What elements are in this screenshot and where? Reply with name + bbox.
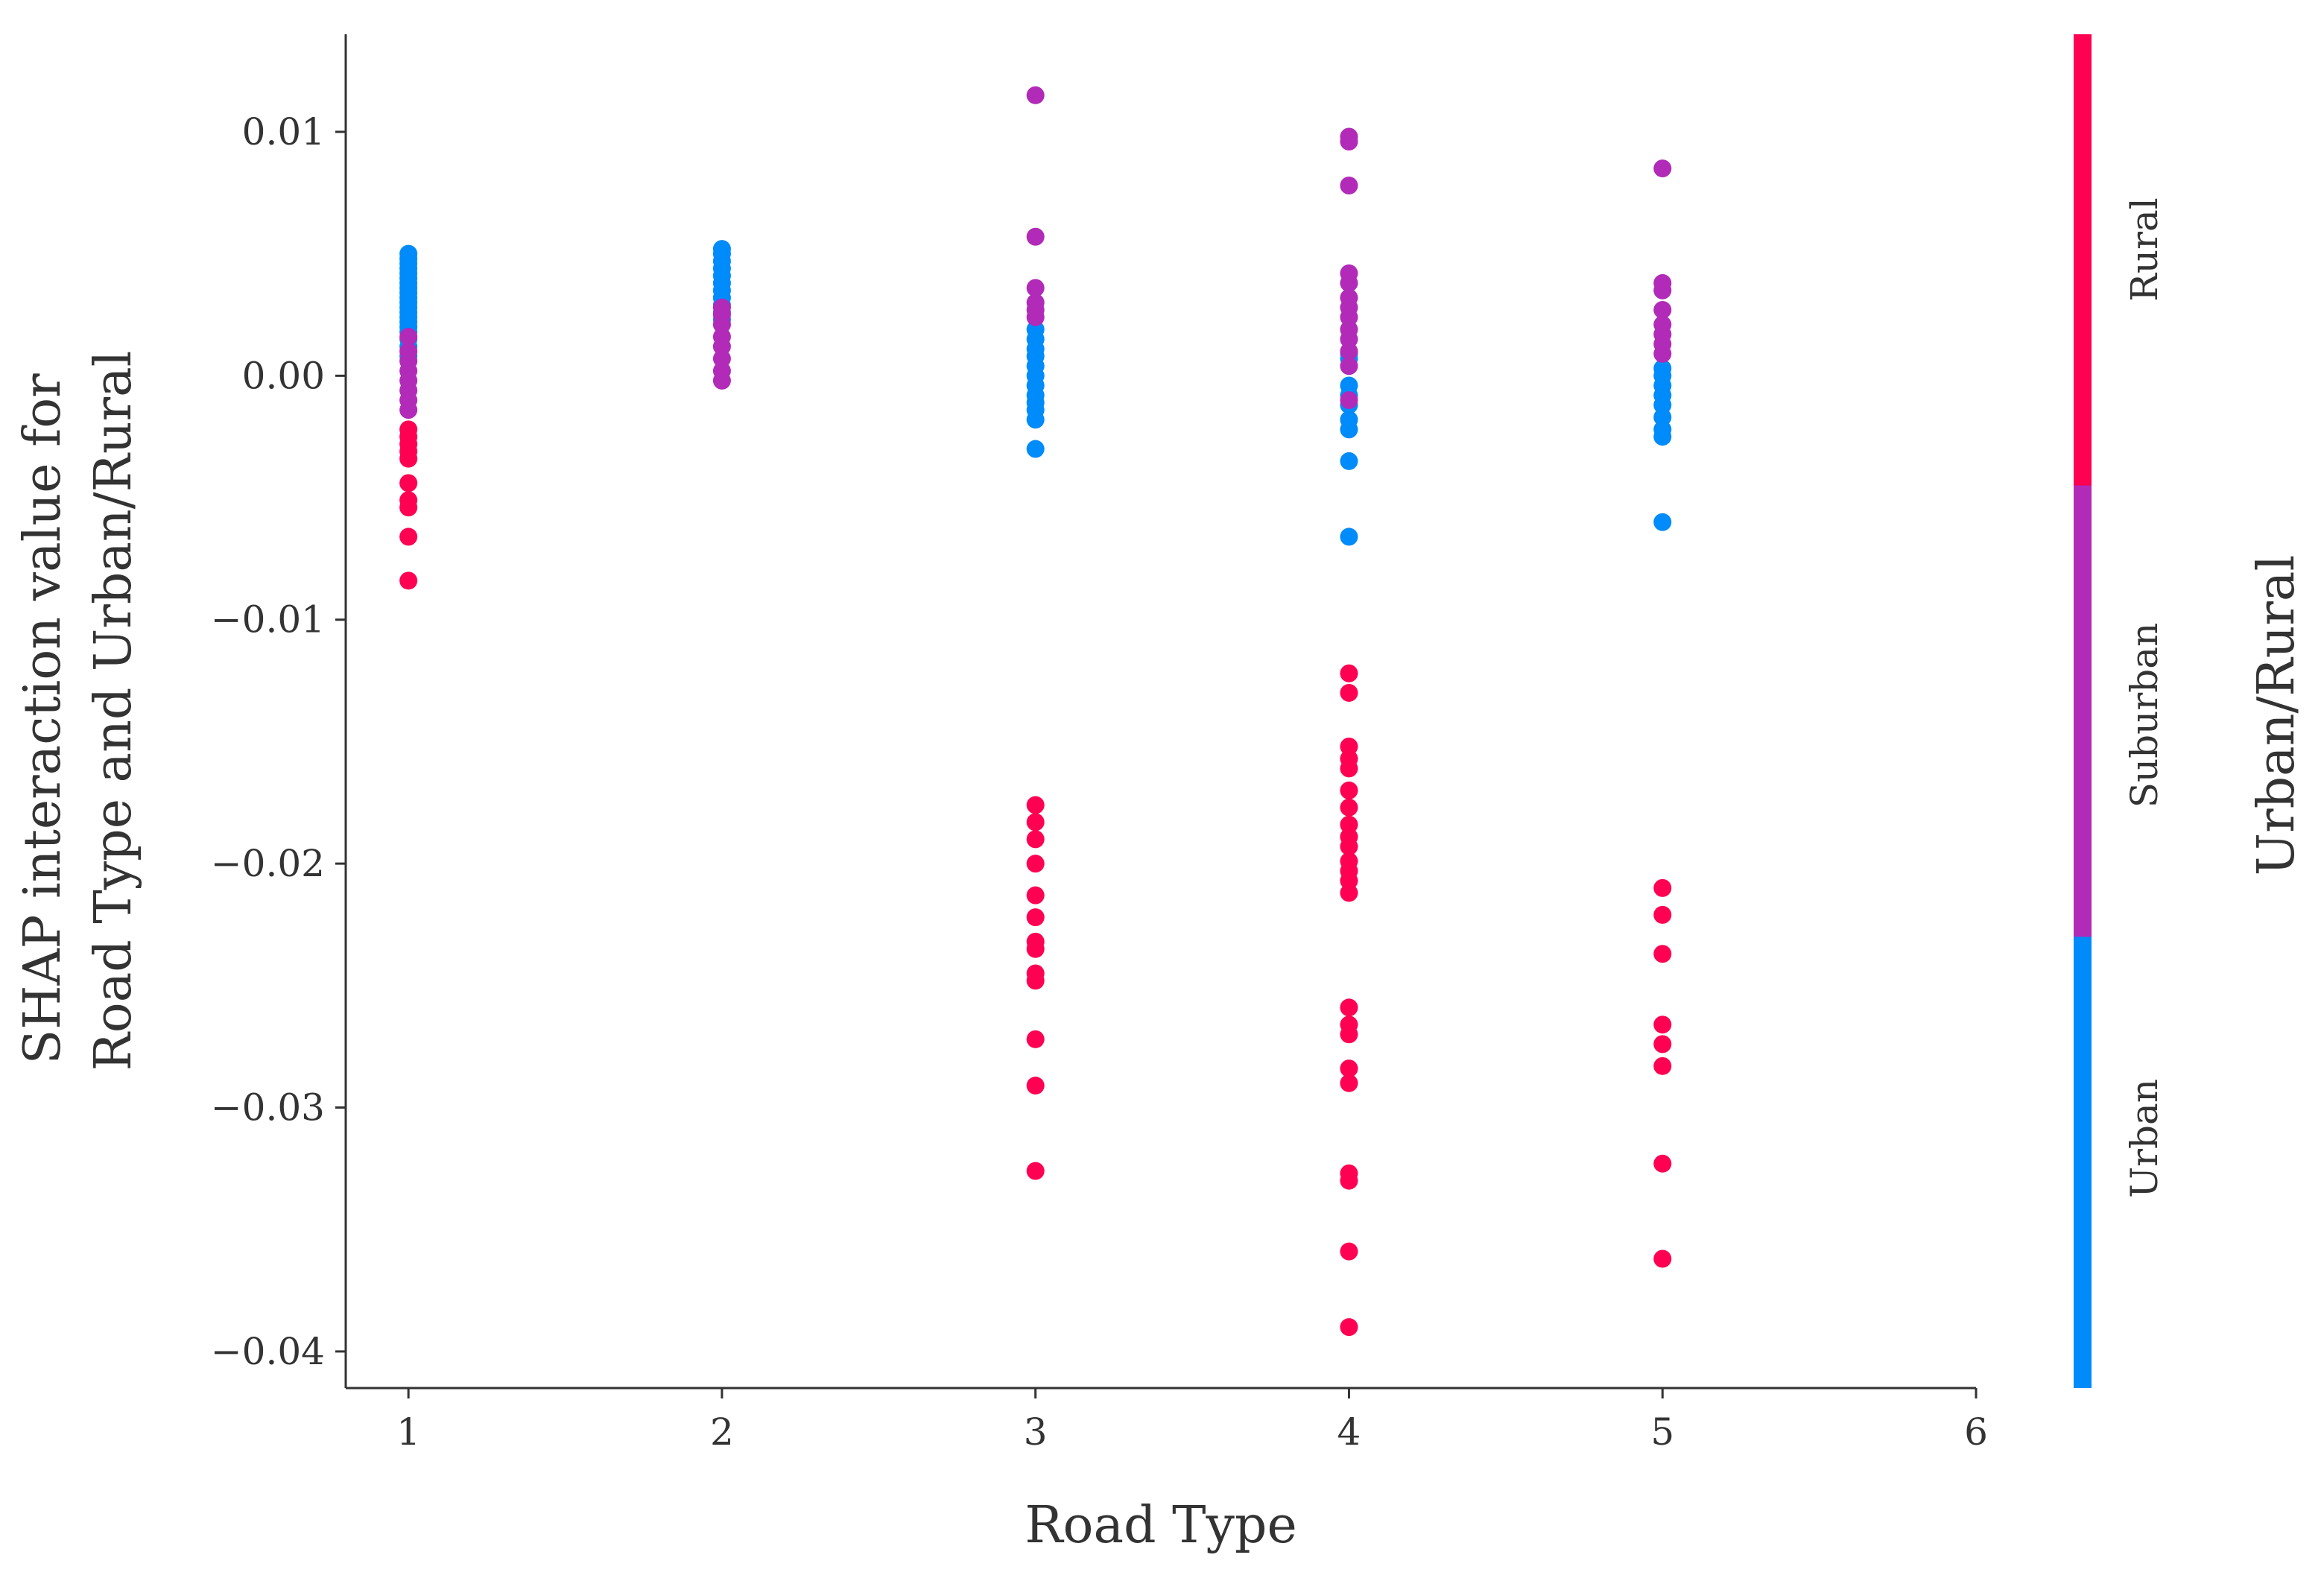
data-point-urban <box>1340 528 1358 546</box>
data-point-rural <box>1026 940 1045 958</box>
data-point-urban <box>1653 428 1672 446</box>
y-tick-label: 0.01 <box>242 110 325 153</box>
data-point-rural <box>1340 781 1358 799</box>
y-axis-title-line-2: Road Type and Urban/Rural <box>84 351 143 1071</box>
y-axis-title: SHAP interaction value for Road Type and… <box>13 351 143 1071</box>
data-point-rural <box>1340 884 1358 902</box>
svg-text:Rural: Rural <box>2123 197 2166 302</box>
data-point-suburban <box>1340 357 1358 376</box>
x-tick-label: 6 <box>1964 1410 1988 1454</box>
data-point-urban <box>1653 513 1672 531</box>
data-point-urban <box>1340 420 1358 439</box>
data-point-rural <box>1026 855 1045 873</box>
x-ticks: 1 2 3 4 5 6 <box>396 1388 1988 1454</box>
data-point-suburban <box>1026 279 1045 297</box>
data-point-rural <box>1340 683 1358 702</box>
data-point-suburban <box>1340 391 1358 410</box>
data-point-suburban <box>399 401 418 419</box>
data-point-rural <box>399 528 418 546</box>
data-point-rural <box>1026 830 1045 849</box>
data-point-rural <box>1340 1171 1358 1190</box>
data-point-rural <box>1340 837 1358 856</box>
data-point-suburban <box>1026 227 1045 246</box>
data-point-rural <box>399 449 418 468</box>
data-point-urban <box>1026 411 1045 429</box>
data-point-urban <box>1026 440 1045 458</box>
data-point-suburban <box>1340 342 1358 361</box>
x-tick-label: 2 <box>710 1410 734 1454</box>
data-point-rural <box>1026 796 1045 814</box>
colorbar-label-rural: Rural <box>2123 197 2166 302</box>
data-point-rural <box>1340 759 1358 778</box>
data-point-suburban <box>1340 133 1358 151</box>
y-tick-label: −0.03 <box>211 1086 325 1130</box>
data-point-suburban <box>1340 273 1358 292</box>
data-point-suburban <box>1653 300 1672 319</box>
data-point-rural <box>1653 1056 1672 1075</box>
data-point-rural <box>1653 1249 1672 1268</box>
data-point-suburban <box>1653 344 1672 363</box>
data-point-rural <box>1653 905 1672 924</box>
data-point-rural <box>1026 908 1045 927</box>
data-point-suburban <box>1653 159 1672 178</box>
y-tick-label: −0.04 <box>211 1330 325 1373</box>
colorbar <box>2074 34 2092 1388</box>
svg-text:Suburban: Suburban <box>2123 623 2166 808</box>
x-tick-label: 3 <box>1024 1410 1048 1454</box>
data-point-rural <box>399 474 418 492</box>
data-point-rural <box>1340 798 1358 817</box>
y-tick-label: −0.02 <box>211 842 325 885</box>
data-point-rural <box>1026 972 1045 990</box>
data-point-rural <box>1653 1154 1672 1173</box>
y-tick-label: 0.00 <box>242 354 325 397</box>
data-point-rural <box>1340 1318 1358 1337</box>
data-point-rural <box>1340 1025 1358 1044</box>
data-point-suburban <box>1340 176 1358 194</box>
data-point-rural <box>1340 1059 1358 1078</box>
svg-text:Urban/Rural: Urban/Rural <box>2247 555 2306 875</box>
data-point-rural <box>399 498 418 517</box>
x-tick-label: 1 <box>396 1410 420 1454</box>
data-point-suburban <box>712 371 731 390</box>
data-point-rural <box>1026 1030 1045 1048</box>
data-point-rural <box>1340 1074 1358 1092</box>
data-point-rural <box>1340 664 1358 682</box>
data-point-rural <box>399 571 418 590</box>
x-axis-title: Road Type <box>1025 1496 1296 1555</box>
colorbar-label-urban: Urban <box>2123 1079 2166 1198</box>
data-point-rural <box>1340 1242 1358 1261</box>
data-point-rural <box>1026 813 1045 831</box>
data-point-urban <box>1340 452 1358 470</box>
data-point-suburban <box>399 327 418 346</box>
data-point-rural <box>1026 1162 1045 1180</box>
y-ticks: 0.01 0.00 −0.01 −0.02 −0.03 −0.04 <box>211 110 346 1373</box>
svg-text:Urban: Urban <box>2123 1079 2166 1198</box>
svg-text:SHAP interaction value for: SHAP interaction value for Road Type and… <box>13 351 143 1071</box>
x-tick-label: 5 <box>1650 1410 1674 1454</box>
data-points <box>399 86 1672 1337</box>
data-point-rural <box>1653 1016 1672 1034</box>
data-point-rural <box>1340 998 1358 1017</box>
colorbar-title: Urban/Rural <box>2247 555 2306 875</box>
data-point-rural <box>1653 1035 1672 1054</box>
x-tick-label: 4 <box>1337 1410 1361 1454</box>
colorbar-label-suburban: Suburban <box>2123 623 2166 808</box>
y-axis-title-line-1: SHAP interaction value for <box>13 373 72 1064</box>
data-point-suburban <box>1026 308 1045 326</box>
data-point-suburban <box>1653 281 1672 300</box>
y-tick-label: −0.01 <box>211 598 325 641</box>
data-point-suburban <box>1026 86 1045 104</box>
data-point-rural <box>1026 1077 1045 1095</box>
data-point-rural <box>1026 886 1045 905</box>
data-point-rural <box>1653 945 1672 963</box>
data-point-rural <box>1653 878 1672 897</box>
